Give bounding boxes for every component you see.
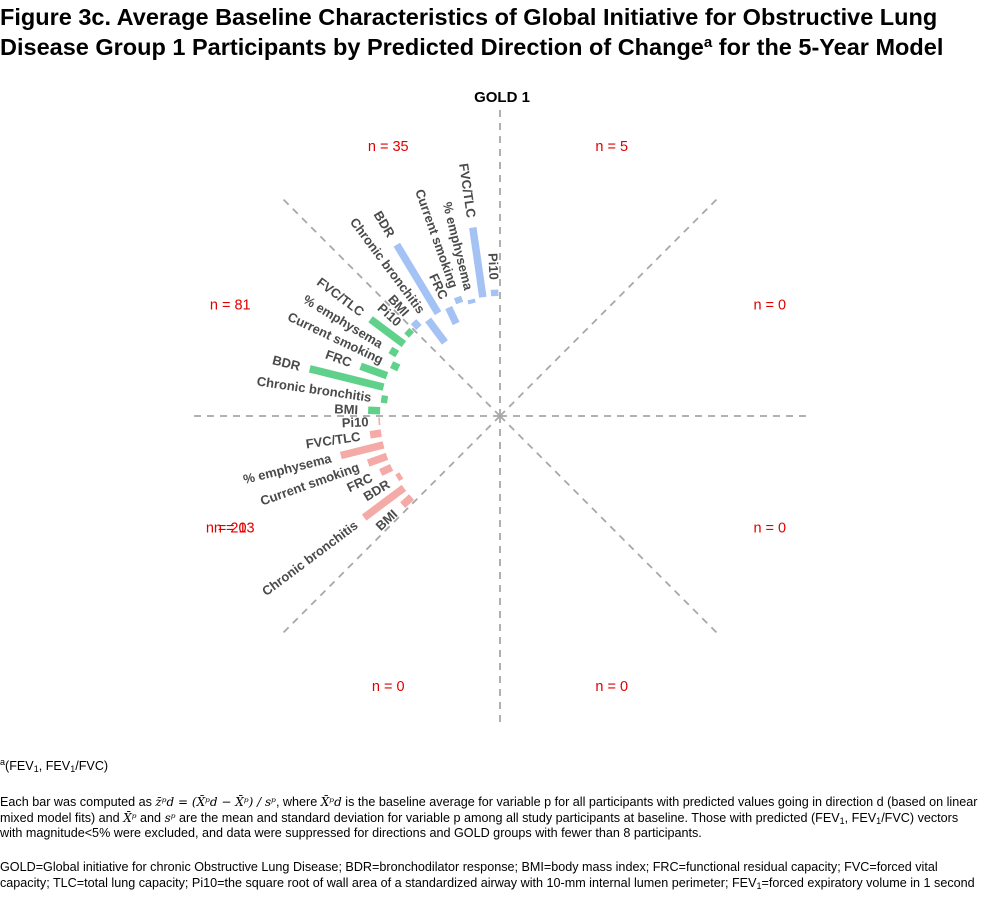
method-text-2: , where bbox=[275, 795, 321, 809]
figure-title: Figure 3c. Average Baseline Characterist… bbox=[0, 2, 990, 62]
bar-current-smoking bbox=[453, 295, 464, 305]
bar-pi10 bbox=[490, 289, 499, 297]
abbrev-text-1: GOLD=Global initiative for chronic Obstr… bbox=[0, 860, 938, 890]
footnote-method: Each bar was computed as z̄ᵖd = (X̄ᵖd − … bbox=[0, 795, 980, 842]
bar-bmi bbox=[400, 494, 415, 508]
method-formula-4: sᵖ bbox=[164, 810, 176, 825]
bar-current-smoking bbox=[389, 361, 401, 372]
bar-bdr bbox=[393, 242, 442, 316]
bar-label-pi10: Pi10 bbox=[341, 414, 368, 430]
bar-bdr bbox=[395, 472, 404, 482]
bar-fvc-tlc bbox=[368, 316, 407, 348]
figure-title-main: Figure 3c. Average Baseline Characterist… bbox=[0, 4, 938, 60]
count-label: n = 0 bbox=[753, 521, 786, 537]
method-text-1: Each bar was computed as bbox=[0, 795, 156, 809]
bar-frc bbox=[359, 362, 389, 380]
count-label: n = 5 bbox=[595, 139, 628, 155]
method-text-7: /FVC) vectors with magnitude<5% were exc… bbox=[0, 810, 959, 841]
bar-current-smoking bbox=[366, 452, 389, 467]
bar-chronic-bronchitis bbox=[425, 317, 448, 345]
chart-title: GOLD 1 bbox=[474, 89, 530, 106]
bar-bmi bbox=[410, 319, 422, 331]
bar-pi10 bbox=[378, 417, 381, 426]
bar-label-pi10: Pi10 bbox=[485, 253, 501, 280]
count-label: n = 0 bbox=[595, 679, 628, 695]
footnote-abbreviations: GOLD=Global initiative for chronic Obstr… bbox=[0, 860, 985, 891]
method-sub-2: 1 bbox=[876, 815, 882, 826]
bar-emphysema bbox=[339, 441, 385, 460]
bar-emphysema bbox=[467, 298, 476, 305]
bar-bmi bbox=[367, 406, 381, 415]
bar-emphysema bbox=[388, 346, 400, 358]
count-label: n = 0 bbox=[214, 521, 247, 537]
method-text-4: and bbox=[136, 810, 165, 825]
bar-label-bmi: BMI bbox=[334, 401, 358, 417]
count-label: n = 0 bbox=[753, 297, 786, 313]
count-labels: n = 35 n = 81 n = 213 n = 5 n = 0 n = 0 n = 0 n… bbox=[206, 139, 786, 695]
bar-fvc-tlc bbox=[469, 227, 487, 298]
bar-bdr bbox=[308, 365, 385, 391]
bars bbox=[308, 227, 499, 521]
count-label: n = 35 bbox=[368, 139, 409, 155]
bar-label-fvc-tlc: FVC/TLC bbox=[456, 162, 479, 219]
method-sub-1: 1 bbox=[839, 815, 845, 826]
method-text-6: , FEV bbox=[844, 810, 877, 825]
bar-pi10 bbox=[404, 327, 415, 338]
footnote-a-text-2: , FEV bbox=[38, 759, 71, 773]
method-text-5: are the mean and standard deviation for … bbox=[175, 810, 840, 825]
bar-frc bbox=[379, 464, 394, 476]
method-text-3: is the baseline average for variable p f… bbox=[0, 795, 978, 825]
method-formula-3: X̄ᵖ bbox=[123, 810, 137, 825]
footnote-a-text-1: (FEV bbox=[5, 759, 34, 773]
count-label: n = 81 bbox=[210, 297, 251, 313]
bar-frc bbox=[445, 305, 460, 326]
grid-lines bbox=[190, 106, 810, 726]
abbrev-text-2: =forced expiratory volume in 1 second bbox=[761, 875, 975, 890]
figure-title-tail: for the 5-Year Model bbox=[712, 34, 944, 60]
footnote-a: a(FEV1, FEV1/FVC) bbox=[0, 756, 109, 775]
grid-ray bbox=[499, 415, 720, 636]
bar-chronic-bronchitis bbox=[361, 484, 407, 521]
abbrev-sub: 1 bbox=[756, 880, 762, 891]
grid-ray bbox=[499, 196, 720, 417]
footnote-a-text-3: /FVC) bbox=[75, 759, 109, 773]
figure-title-sup: a bbox=[703, 34, 713, 51]
footnote-a-sub-2: 1 bbox=[70, 764, 76, 774]
bar-label-fvc-tlc: FVC/TLC bbox=[305, 429, 362, 452]
method-formula-2: X̄ᵖd bbox=[320, 795, 342, 809]
count-label: n = 213 bbox=[206, 521, 255, 537]
count-label: n = 0 bbox=[372, 679, 405, 695]
bar-fvc-tlc bbox=[369, 429, 382, 439]
footnote-a-sup: a bbox=[0, 756, 6, 767]
bar-label-chronic-bronchitis: Chronic bronchitis bbox=[259, 518, 361, 599]
footnote-a-sub-1: 1 bbox=[33, 764, 39, 774]
bar-chronic-bronchitis bbox=[380, 395, 389, 404]
bar-label-bdr: BDR bbox=[271, 352, 303, 373]
method-formula: z̄ᵖd = (X̄ᵖd − X̄ᵖ) / sᵖ bbox=[155, 795, 276, 809]
